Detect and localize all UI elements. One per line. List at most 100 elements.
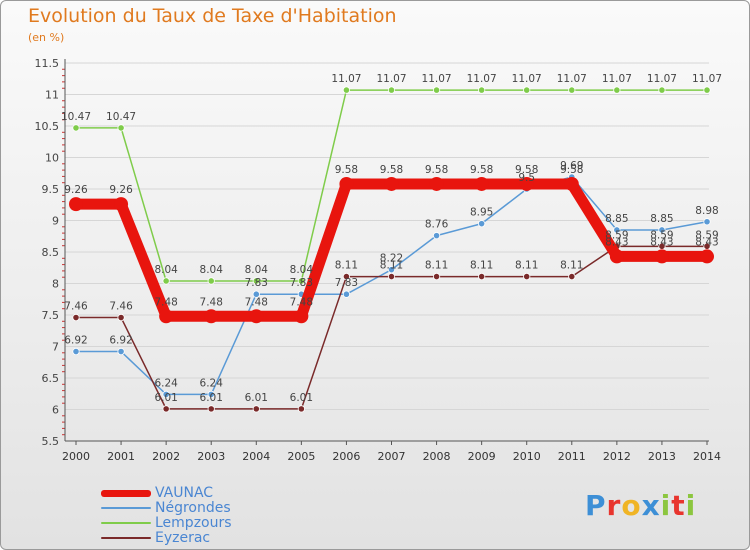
point-eyzerac xyxy=(342,272,351,281)
point-lempzours xyxy=(252,277,260,285)
point-negrondes xyxy=(342,290,351,298)
y-tick-label: 10 xyxy=(45,152,59,165)
point-lempzours xyxy=(478,86,486,94)
legend-label-vaunac: VAUNAC xyxy=(155,485,214,501)
data-labels: 10.47 10.47 8.04 8.04 8.04 8.04 11.07 11.07 11.0… xyxy=(61,73,722,404)
series-lines xyxy=(69,86,714,413)
point-eyzerac xyxy=(432,272,441,281)
x-tick-label: 2013 xyxy=(648,450,676,463)
x-tick-label: 2014 xyxy=(693,450,721,463)
data-label-vaunac: 9.58 xyxy=(515,164,538,176)
data-label-negrondes: 8.95 xyxy=(470,207,493,219)
data-label-eyzerac: 6.01 xyxy=(200,392,223,404)
legend-swatch-eyzerac xyxy=(101,537,151,539)
y-tick-label: 9.5 xyxy=(42,183,60,196)
point-lempzours xyxy=(387,86,396,94)
legend-swatch-lempzours xyxy=(101,522,151,524)
data-label-negrondes: 8.85 xyxy=(605,213,628,225)
data-label-negrondes: 7.83 xyxy=(290,277,313,289)
series-line-negrondes xyxy=(75,176,708,396)
data-label-lempzours: 11.07 xyxy=(647,73,677,85)
point-vaunac xyxy=(294,309,309,324)
data-label-vaunac: 9.58 xyxy=(335,164,358,176)
point-negrondes xyxy=(72,347,80,356)
x-tick-label: 2002 xyxy=(152,450,180,463)
logo-letter: i xyxy=(660,489,672,522)
chart-title: Evolution du Taux de Taxe d'Habitation xyxy=(28,5,397,27)
data-label-lempzours: 8.04 xyxy=(200,264,224,276)
point-lempzours xyxy=(568,86,576,94)
point-negrondes xyxy=(207,390,215,398)
data-label-vaunac: 9.26 xyxy=(109,184,133,196)
proxiti-logo: Proxiti xyxy=(585,489,696,522)
data-label-vaunac: 9.58 xyxy=(380,164,403,176)
point-negrondes xyxy=(252,290,260,298)
data-label-negrondes: 8.98 xyxy=(695,205,718,217)
x-tick-label: 2010 xyxy=(513,450,541,463)
data-label-vaunac: 9.58 xyxy=(470,164,493,176)
point-vaunac xyxy=(114,197,129,212)
data-label-lempzours: 11.07 xyxy=(376,73,406,85)
point-negrondes xyxy=(117,347,125,356)
data-label-eyzerac: 8.59 xyxy=(695,229,718,241)
y-tick-label: 6 xyxy=(52,404,59,417)
y-tick-label: 11 xyxy=(45,89,59,102)
point-lempzours xyxy=(703,86,711,94)
data-label-negrondes: 8.85 xyxy=(650,213,673,225)
y-tick-label: 6.5 xyxy=(42,372,60,385)
data-label-vaunac: 7.48 xyxy=(154,296,177,308)
data-label-lempzours: 11.07 xyxy=(512,73,542,85)
data-label-eyzerac: 6.01 xyxy=(290,392,313,404)
point-lempzours xyxy=(117,124,125,132)
logo-letter: r xyxy=(606,489,622,522)
data-label-negrondes: 9.69 xyxy=(560,160,583,172)
legend-label-lempzours: Lempzours xyxy=(155,515,232,531)
data-label-eyzerac: 8.11 xyxy=(335,260,358,272)
data-label-negrondes: 6.92 xyxy=(109,335,132,347)
point-lempzours xyxy=(342,86,351,94)
point-lempzours xyxy=(658,86,666,94)
x-tick-label: 2005 xyxy=(287,450,315,463)
y-tick-label: 9 xyxy=(52,215,59,228)
point-lempzours xyxy=(432,86,441,94)
data-label-lempzours: 11.07 xyxy=(467,73,497,85)
logo-letter: P xyxy=(585,489,607,522)
x-tick-label: 2004 xyxy=(242,450,270,463)
logo-letter: o xyxy=(621,489,642,522)
y-tick-label: 5.5 xyxy=(42,435,60,448)
point-vaunac xyxy=(654,249,669,264)
point-lempzours xyxy=(72,124,80,132)
legend-label-eyzerac: Eyzerac xyxy=(155,530,211,546)
data-label-lempzours: 8.04 xyxy=(290,264,314,276)
data-label-negrondes: 6.92 xyxy=(64,335,87,347)
point-lempzours xyxy=(297,277,305,285)
data-label-lempzours: 11.07 xyxy=(602,73,632,85)
point-vaunac xyxy=(519,176,534,191)
point-vaunac xyxy=(384,176,399,191)
x-tick-label: 2001 xyxy=(107,450,135,463)
data-label-negrondes: 7.83 xyxy=(335,277,358,289)
y-tick-label: 7.5 xyxy=(42,309,60,322)
logo-letter: x xyxy=(641,489,661,522)
point-lempzours xyxy=(523,86,531,94)
x-tick-label: 2008 xyxy=(423,450,451,463)
point-vaunac xyxy=(159,309,174,324)
point-vaunac xyxy=(564,176,579,191)
point-eyzerac xyxy=(207,405,215,413)
x-tick-label: 2011 xyxy=(558,450,586,463)
data-label-vaunac: 8.43 xyxy=(605,236,628,248)
data-label-lempzours: 11.07 xyxy=(331,73,361,85)
data-label-eyzerac: 8.59 xyxy=(650,229,673,241)
x-tick-label: 2006 xyxy=(332,450,360,463)
y-tick-label: 8.5 xyxy=(42,246,60,259)
data-label-eyzerac: 7.46 xyxy=(64,301,88,313)
x-tick-label: 2003 xyxy=(197,450,225,463)
point-lempzours xyxy=(207,277,215,285)
x-tick-label: 2007 xyxy=(378,450,406,463)
data-label-lempzours: 8.04 xyxy=(245,264,269,276)
data-label-vaunac: 8.43 xyxy=(695,236,718,248)
point-eyzerac xyxy=(523,272,531,281)
point-eyzerac xyxy=(568,272,576,281)
